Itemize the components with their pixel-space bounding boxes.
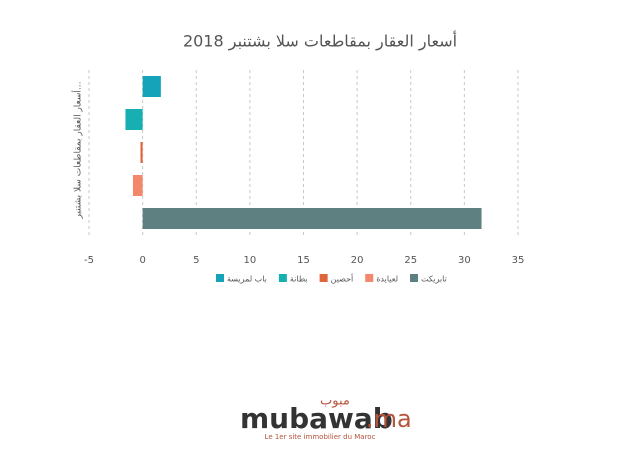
logo-arabic: مبوب: [320, 394, 350, 409]
logo-suffix: .ma: [366, 405, 412, 433]
legend-label: باب لمريسة: [227, 275, 267, 284]
x-tick-label: 10: [244, 255, 257, 266]
logo-tagline: Le 1er site immobilier du Maroc: [265, 433, 376, 441]
chart-title: أسعار العقار بمقاطعات سلا بشتنبر 2018: [183, 31, 457, 52]
legend-label: بطانة: [290, 275, 308, 284]
bar: [142, 208, 482, 229]
bar: [125, 109, 143, 130]
x-tick-label: 5: [193, 255, 199, 266]
legend-swatch: [319, 274, 328, 282]
legend-label: لعيايدة: [376, 275, 398, 284]
logo-name: mubawab: [240, 402, 393, 435]
bar: [142, 76, 161, 97]
legend-swatch: [365, 274, 374, 282]
legend-label: تابريكت: [421, 275, 447, 284]
x-tick-label: 30: [458, 255, 471, 266]
bar: [132, 175, 143, 196]
x-tick-label: 0: [139, 255, 145, 266]
y-axis-label: أسعار العقار بمقاطعات سلا بشتنبر...: [72, 81, 84, 219]
legend-swatch: [216, 274, 224, 282]
x-tick-label: 20: [351, 255, 364, 266]
x-tick-label: 35: [512, 255, 525, 266]
legend-swatch: [278, 274, 287, 282]
bar: [140, 142, 143, 163]
x-tick-label: 25: [404, 255, 417, 266]
legend-swatch: [410, 274, 418, 282]
x-tick-label: -5: [84, 255, 94, 266]
legend-label: أحصين: [331, 274, 354, 284]
x-tick-label: 15: [297, 255, 310, 266]
